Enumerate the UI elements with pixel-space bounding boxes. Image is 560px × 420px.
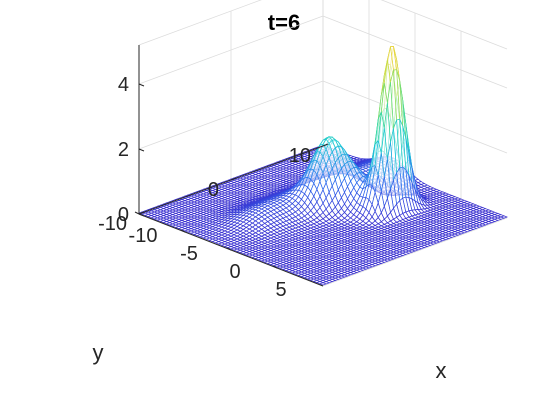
z-tick-label: 2 [118,139,129,161]
y-tick-mark [230,177,237,181]
surface-cell [318,282,328,286]
x-tick-label: 0 [229,261,240,283]
x-tick-mark [134,211,140,215]
surface-mesh [137,46,508,286]
grid-line [138,15,324,85]
x-axis-label: x [436,358,447,383]
chart-title: t=6 [268,10,300,35]
z-tick-mark [138,213,145,217]
z-tick-mark [138,148,145,152]
x-tick-mark [226,247,232,251]
z-tick-label: 0 [118,204,129,226]
x-tick-mark [272,265,278,269]
grid-line [322,80,508,154]
z-tick-label: 4 [118,74,129,96]
box-edge [322,217,508,287]
x-tick-label: -5 [180,243,198,265]
y-tick-label: 0 [208,179,219,201]
x-tick-label: -10 [129,225,158,247]
box-edge [138,0,262,46]
y-axis-label: y [93,340,104,365]
z-tick-mark [138,83,145,87]
y-tick-label: 10 [289,145,311,167]
grid-line [138,80,324,150]
x-tick-mark [180,229,186,233]
y-tick-mark [138,211,145,215]
y-tick-label: -10 [98,213,127,235]
grid-line [322,15,508,89]
y-tick-mark [322,143,329,147]
x-tick-label: 5 [275,279,286,301]
box-edge [380,0,508,50]
